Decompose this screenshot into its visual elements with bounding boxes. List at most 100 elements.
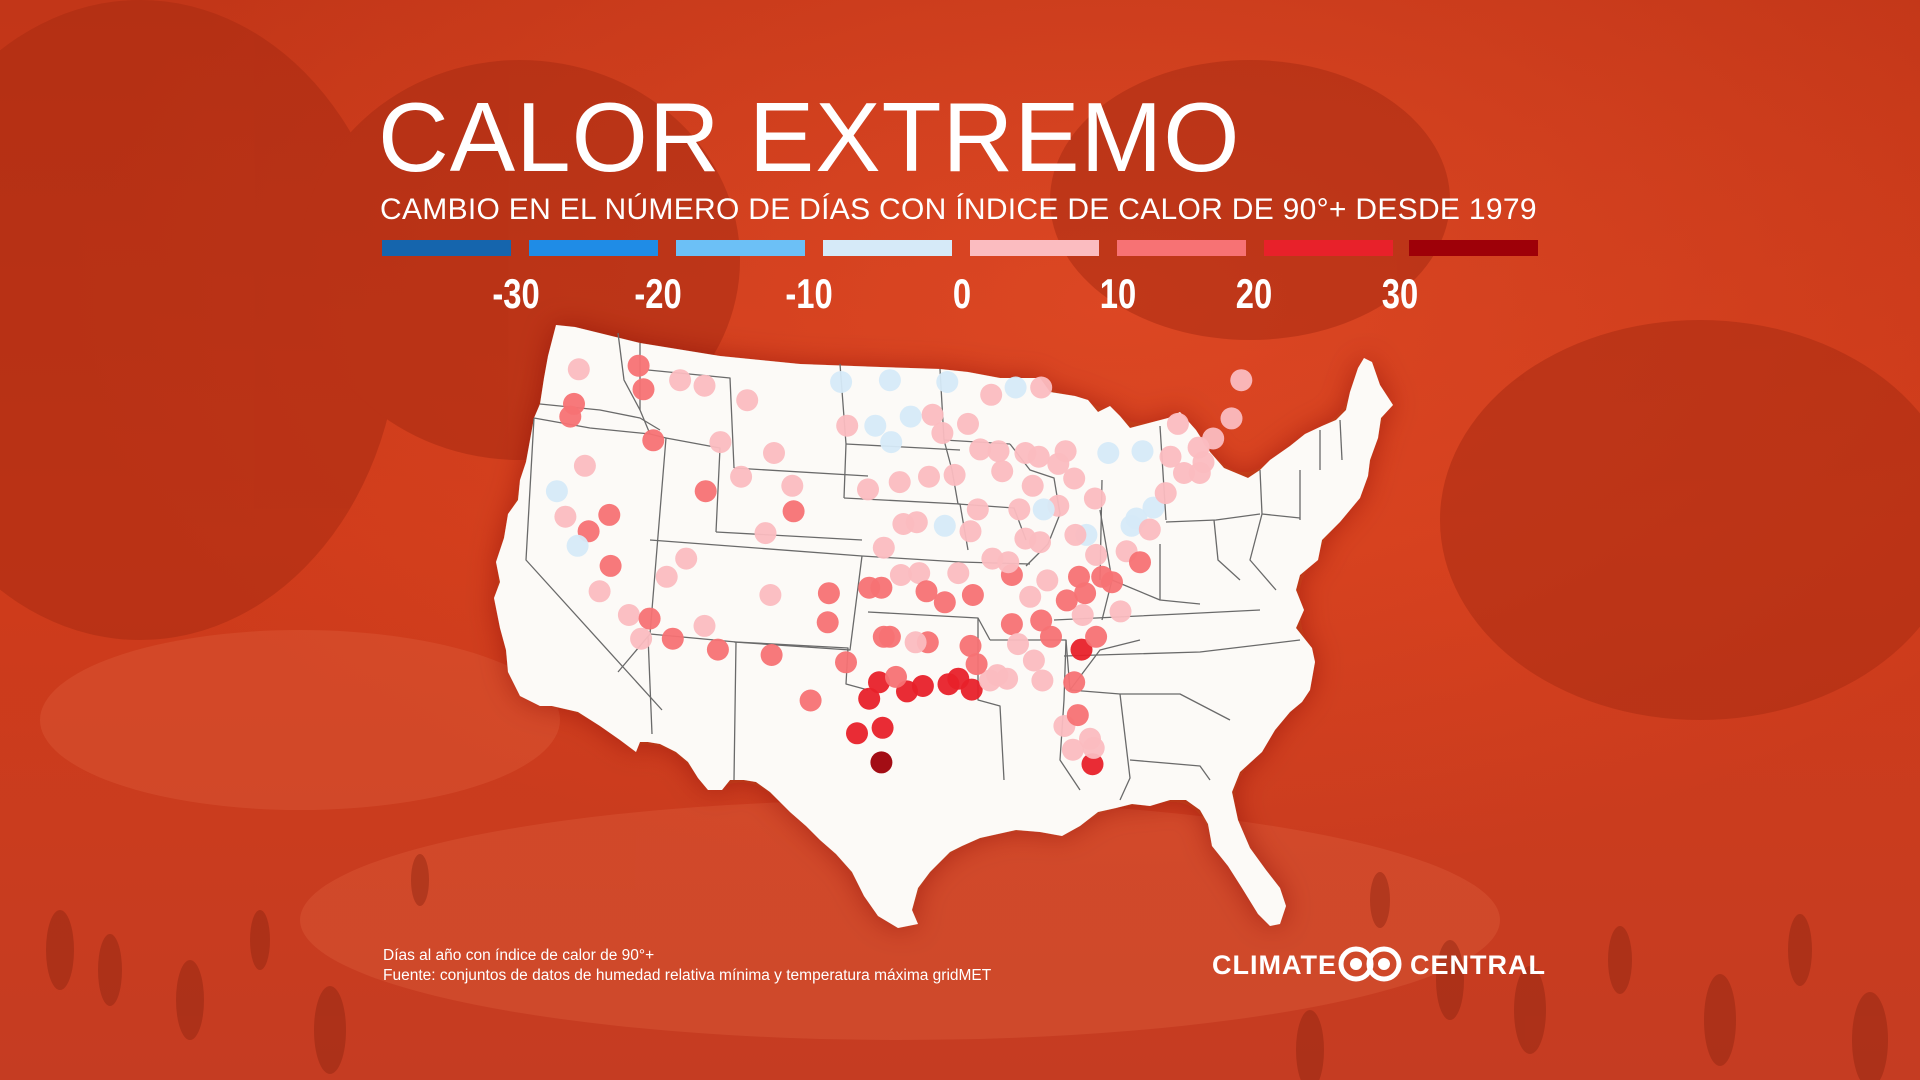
station-marker: [880, 431, 903, 454]
station-marker: [960, 678, 983, 701]
station-marker: [1055, 589, 1078, 612]
station-marker: [889, 564, 912, 586]
legend-tick-label: 0: [952, 270, 972, 317]
station-marker: [1142, 496, 1165, 519]
station-marker: [1021, 474, 1044, 497]
station-marker: [899, 405, 922, 428]
station-marker: [1173, 462, 1195, 484]
station-marker: [1083, 487, 1106, 510]
station-marker: [1007, 633, 1029, 656]
station-marker: [1030, 609, 1053, 632]
station-marker: [933, 591, 956, 614]
station-marker: [1085, 625, 1108, 648]
station-marker: [754, 522, 777, 545]
station-marker: [763, 442, 785, 464]
station-marker: [1129, 551, 1151, 574]
legend-swatch: [382, 240, 511, 256]
station-marker: [1008, 498, 1031, 521]
page-subtitle: CAMBIO EN EL NÚMERO DE DÍAS CON ÍNDICE D…: [380, 193, 1537, 226]
legend-swatch: [676, 240, 805, 256]
station-marker: [918, 465, 940, 488]
station-marker: [559, 405, 582, 428]
station-marker: [871, 716, 894, 739]
legend-tick-label: -30: [492, 270, 540, 317]
station-marker: [1070, 638, 1093, 661]
station-marker: [864, 414, 887, 437]
station-marker: [638, 607, 661, 630]
station-marker: [693, 374, 716, 397]
station-marker: [1131, 440, 1154, 463]
station-marker: [567, 358, 590, 381]
station-marker: [870, 751, 893, 774]
station-marker: [1166, 412, 1189, 435]
station-marker: [957, 412, 979, 435]
footnote-line-2: Fuente: conjuntos de datos de humedad re…: [383, 967, 992, 984]
station-marker: [1019, 585, 1042, 608]
station-marker: [675, 547, 698, 570]
station-marker: [987, 440, 1010, 463]
legend-swatch: [1117, 240, 1246, 256]
station-marker: [1071, 604, 1094, 626]
station-marker: [782, 500, 805, 523]
station-marker: [1159, 445, 1182, 468]
station-marker: [599, 554, 622, 577]
legend-swatch: [823, 240, 952, 256]
station-marker: [931, 422, 954, 444]
station-marker: [943, 463, 966, 486]
station-marker: [661, 627, 684, 650]
station-marker: [1022, 649, 1045, 672]
station-marker: [1040, 625, 1062, 648]
station-marker: [1054, 440, 1077, 463]
station-marker: [878, 625, 901, 648]
station-marker: [632, 378, 655, 401]
station-marker: [816, 611, 839, 634]
station-marker: [830, 371, 853, 393]
station-marker: [885, 665, 907, 688]
footnote-line-1: Días al año con índice de calor de 90°+: [383, 947, 655, 964]
station-marker: [872, 536, 895, 559]
station-marker: [817, 582, 840, 605]
station-marker: [961, 584, 984, 606]
station-marker: [1187, 436, 1210, 459]
station-marker: [904, 631, 927, 654]
station-marker: [642, 429, 665, 452]
station-marker: [835, 651, 857, 674]
station-marker: [966, 498, 989, 521]
page-title: CALOR EXTREMO: [378, 82, 1241, 192]
station-marker: [1091, 565, 1114, 588]
station-marker: [1064, 523, 1087, 546]
station-marker: [598, 503, 621, 526]
station-marker: [1004, 376, 1027, 399]
station-marker: [878, 369, 901, 392]
station-marker: [1031, 669, 1054, 692]
station-marker: [965, 653, 988, 676]
station-marker: [566, 534, 589, 557]
station-marker: [1188, 462, 1211, 484]
station-marker: [730, 465, 753, 488]
station-marker: [1030, 376, 1053, 399]
station-marker: [1063, 671, 1086, 694]
legend-swatch: [970, 240, 1099, 256]
station-marker: [1138, 518, 1161, 541]
station-marker: [799, 689, 822, 712]
station-marker: [781, 474, 804, 497]
station-marker: [888, 471, 911, 494]
color-legend: -30 -20 -10 0 10 20 30: [382, 240, 1538, 317]
station-marker: [868, 671, 890, 694]
station-marker: [759, 584, 782, 606]
station-marker: [1068, 565, 1090, 588]
station-marker: [669, 369, 692, 392]
station-marker: [1036, 569, 1059, 592]
station-marker: [1061, 738, 1084, 761]
station-marker: [693, 614, 716, 637]
climate-central-logo: CLIMATE CENTRAL: [1212, 942, 1545, 982]
station-marker: [1097, 442, 1120, 464]
station-marker: [545, 480, 568, 503]
station-marker: [694, 480, 717, 503]
station-marker: [836, 414, 859, 437]
legend-tick-label: -20: [634, 270, 682, 317]
footnote: Días al año con índice de calor de 90°+ …: [383, 946, 991, 986]
station-marker: [617, 604, 640, 626]
station-marker: [986, 664, 1009, 687]
station-marker: [1220, 407, 1243, 430]
